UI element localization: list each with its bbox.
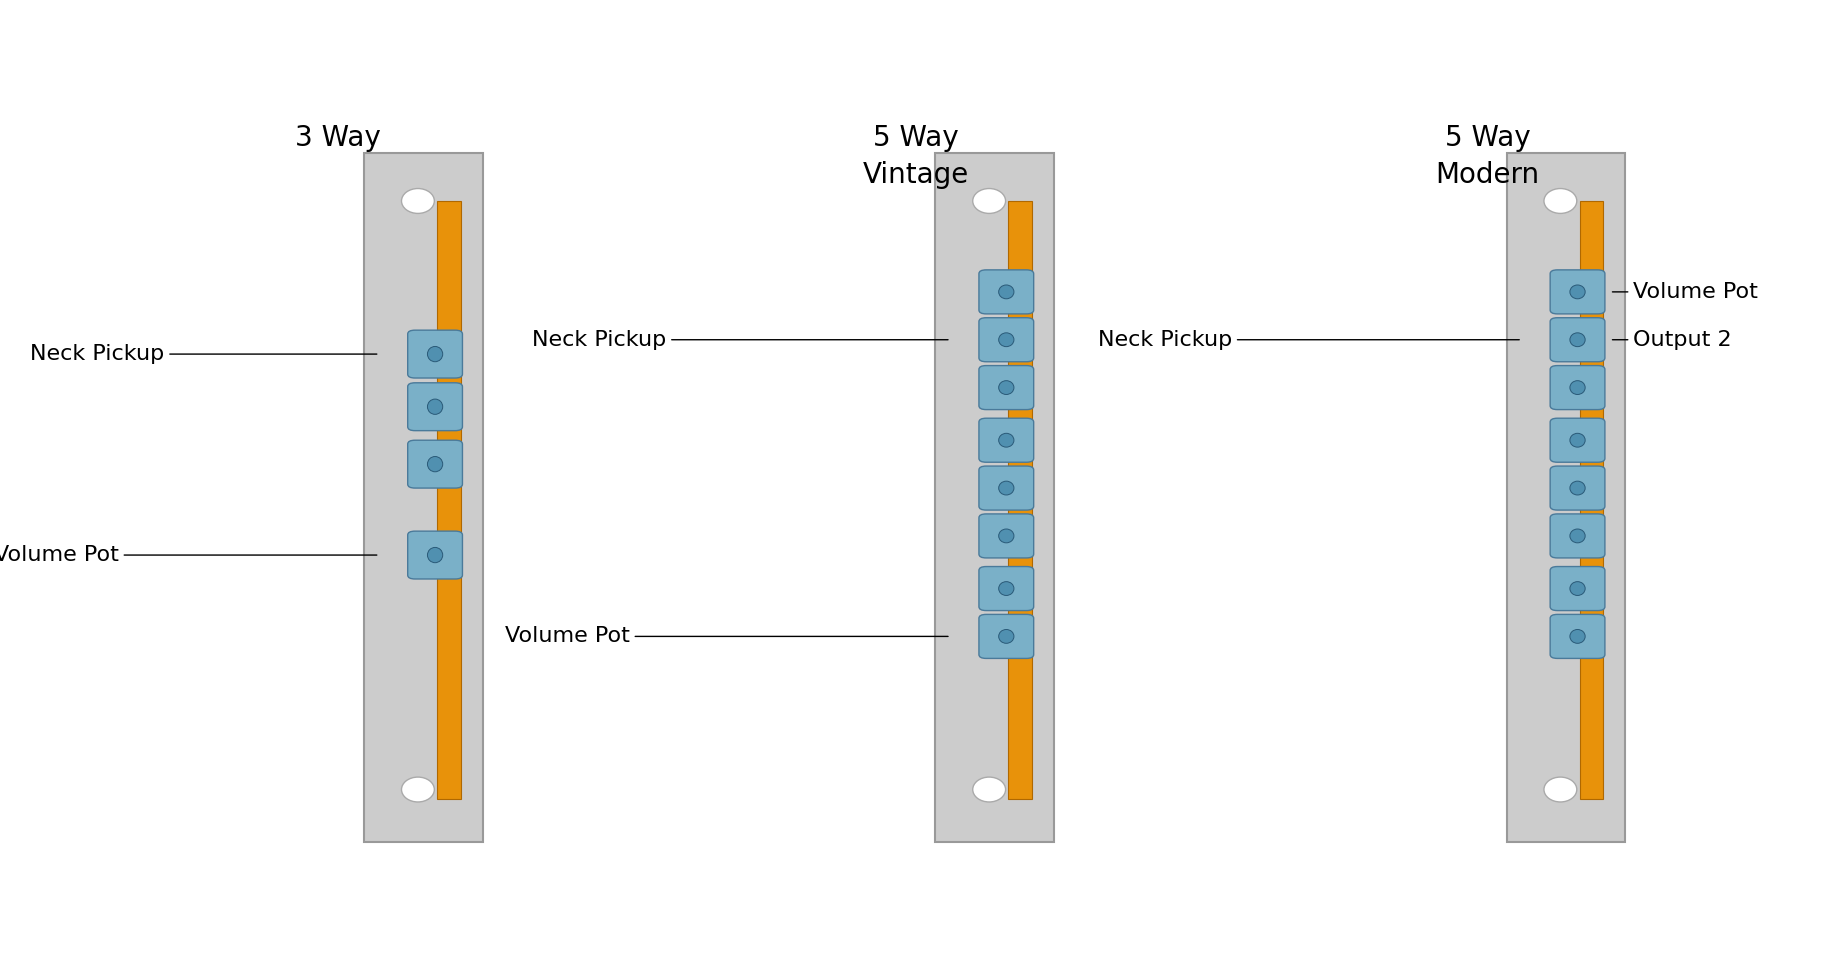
Ellipse shape <box>998 434 1015 447</box>
Ellipse shape <box>998 285 1015 299</box>
Ellipse shape <box>973 189 1006 213</box>
FancyBboxPatch shape <box>978 614 1033 658</box>
Ellipse shape <box>1570 529 1586 543</box>
Text: Neck Pickup: Neck Pickup <box>531 330 947 349</box>
Ellipse shape <box>998 630 1015 643</box>
Ellipse shape <box>1570 333 1586 346</box>
Ellipse shape <box>1570 630 1586 643</box>
Ellipse shape <box>427 346 443 362</box>
Ellipse shape <box>1570 481 1586 495</box>
FancyBboxPatch shape <box>978 270 1033 314</box>
FancyBboxPatch shape <box>1549 318 1604 362</box>
Ellipse shape <box>998 582 1015 595</box>
Ellipse shape <box>973 777 1006 802</box>
Ellipse shape <box>427 399 443 414</box>
Text: 5 Way
Vintage: 5 Way Vintage <box>863 124 969 189</box>
Ellipse shape <box>1544 777 1577 802</box>
Ellipse shape <box>402 189 434 213</box>
Bar <box>1506 153 1624 842</box>
Ellipse shape <box>427 456 443 472</box>
Ellipse shape <box>402 777 434 802</box>
Ellipse shape <box>998 481 1015 495</box>
Text: Volume Pot: Volume Pot <box>506 627 947 646</box>
Bar <box>438 201 460 799</box>
FancyBboxPatch shape <box>978 514 1033 558</box>
Text: Volume Pot: Volume Pot <box>1613 282 1757 301</box>
Text: Output 2: Output 2 <box>1613 330 1732 349</box>
FancyBboxPatch shape <box>407 440 462 488</box>
Text: Volume Pot: Volume Pot <box>0 545 376 565</box>
Ellipse shape <box>1544 189 1577 213</box>
Ellipse shape <box>1570 582 1586 595</box>
Ellipse shape <box>1570 381 1586 394</box>
FancyBboxPatch shape <box>407 330 462 378</box>
Text: Neck Pickup: Neck Pickup <box>1097 330 1518 349</box>
FancyBboxPatch shape <box>1549 614 1604 658</box>
FancyBboxPatch shape <box>978 318 1033 362</box>
FancyBboxPatch shape <box>978 466 1033 510</box>
FancyBboxPatch shape <box>1549 418 1604 462</box>
Ellipse shape <box>998 529 1015 543</box>
Text: 5 Way
Modern: 5 Way Modern <box>1434 124 1540 189</box>
Bar <box>1580 201 1604 799</box>
FancyBboxPatch shape <box>1549 466 1604 510</box>
Ellipse shape <box>998 333 1015 346</box>
Text: Neck Pickup: Neck Pickup <box>29 345 376 364</box>
Ellipse shape <box>427 547 443 563</box>
Bar <box>365 153 482 842</box>
FancyBboxPatch shape <box>1549 270 1604 314</box>
Ellipse shape <box>1570 434 1586 447</box>
FancyBboxPatch shape <box>407 531 462 579</box>
FancyBboxPatch shape <box>978 567 1033 611</box>
FancyBboxPatch shape <box>1549 567 1604 611</box>
Ellipse shape <box>1570 285 1586 299</box>
FancyBboxPatch shape <box>1549 514 1604 558</box>
Ellipse shape <box>998 381 1015 394</box>
Text: 3 Way: 3 Way <box>296 124 380 152</box>
FancyBboxPatch shape <box>978 366 1033 410</box>
FancyBboxPatch shape <box>407 383 462 431</box>
Bar <box>1009 201 1033 799</box>
Bar <box>936 153 1055 842</box>
FancyBboxPatch shape <box>978 418 1033 462</box>
FancyBboxPatch shape <box>1549 366 1604 410</box>
